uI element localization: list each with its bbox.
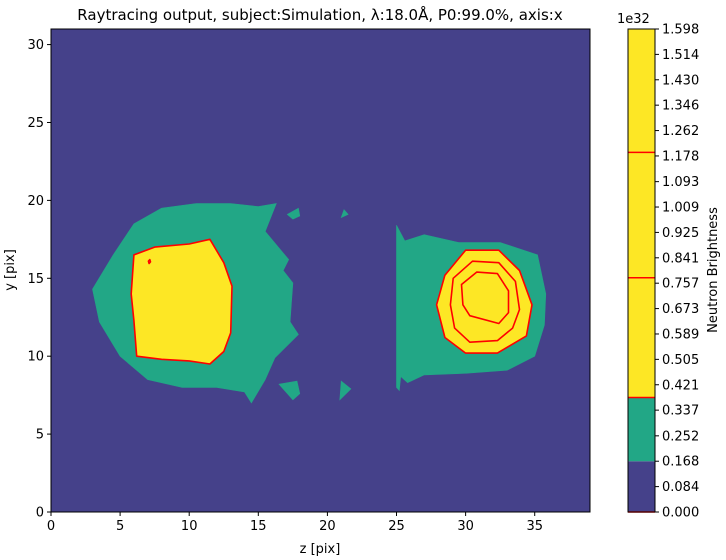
- contour-region-blob-17-8: [278, 380, 301, 401]
- chart-title: Raytracing output, subject:Simulation, λ…: [77, 5, 563, 24]
- y-tick-label: 20: [27, 194, 44, 209]
- contour-region-blob-18-19: [286, 207, 301, 220]
- colorbar-tick-label: 1.093: [662, 175, 699, 190]
- y-tick-label: 30: [27, 38, 44, 53]
- colorbar-tick-label: 1.598: [662, 23, 699, 38]
- y-tick-label: 5: [36, 428, 44, 443]
- contour-region-blob-21-8: [339, 380, 352, 401]
- contour-line-0: [130, 238, 233, 365]
- x-tick-label: 20: [319, 519, 336, 534]
- y-axis: 0 5 10 15 20 25 30: [27, 38, 51, 521]
- x-tick-label: 15: [250, 519, 267, 534]
- colorbar-tick-label: 1.514: [662, 48, 699, 63]
- contour-line-3: [460, 271, 510, 325]
- colorbar-tick-label: 0.589: [662, 327, 699, 342]
- colorbar-band-0: [628, 461, 655, 512]
- colorbar-tick-label: 0.757: [662, 277, 699, 292]
- colorbar-label: Neutron Brightness: [706, 207, 721, 333]
- contour-region-background: [51, 29, 590, 512]
- colorbar-tick-label: 0.925: [662, 226, 699, 241]
- plot-area: [51, 29, 590, 512]
- y-tick-label: 0: [36, 506, 44, 521]
- colorbar-tick-label: 1.009: [662, 201, 699, 216]
- contour-region-left-inner: [130, 238, 233, 365]
- contour-region-blob-21-19: [340, 209, 349, 219]
- colorbar-band-2: [628, 29, 655, 398]
- colorbar-tick-label: 0.673: [662, 302, 699, 317]
- colorbar-tick-label: 1.262: [662, 124, 699, 139]
- colorbar-tick-label: 0.000: [662, 506, 699, 521]
- colorbar-tick-label: 1.178: [662, 149, 699, 164]
- colorbar-tick-label: 1.430: [662, 73, 699, 88]
- x-axis: 0 5 10 15 20 25 30 35: [47, 512, 543, 534]
- colorbar: 0.000 0.084 0.168 0.252 0.337 0.421 0.505 0.589…: [627, 23, 699, 521]
- colorbar-tick-label: 0.841: [662, 251, 699, 266]
- colorbar-tick-label: 0.252: [662, 429, 699, 444]
- y-tick-label: 10: [27, 350, 44, 365]
- y-tick-label: 15: [27, 272, 44, 287]
- x-tick-label: 30: [457, 519, 474, 534]
- x-tick-label: 5: [116, 519, 124, 534]
- contour-line-1: [435, 249, 533, 354]
- colorbar-tick-label: 0.505: [662, 353, 699, 368]
- colorbar-tick-label: 1.346: [662, 99, 699, 114]
- colorbar-exponent-label: 1e32: [617, 12, 650, 27]
- colorbar-frame: [627, 28, 656, 513]
- colorbar-tick-label: 0.421: [662, 378, 699, 393]
- x-tick-label: 25: [388, 519, 405, 534]
- plot-frame: [50, 28, 591, 513]
- x-tick-label: 10: [181, 519, 198, 534]
- colorbar-tick-label: 0.168: [662, 455, 699, 470]
- contour-line-4: [147, 258, 152, 265]
- x-tick-label: 35: [526, 519, 543, 534]
- colorbar-tick-label: 0.337: [662, 404, 699, 419]
- y-tick-label: 25: [27, 116, 44, 131]
- contour-line-2: [449, 260, 521, 344]
- colorbar-band-1: [628, 397, 655, 462]
- y-axis-label: y [pix]: [3, 249, 18, 291]
- x-axis-label: z [pix]: [300, 542, 341, 557]
- colorbar-tick-label: 0.084: [662, 480, 699, 495]
- x-tick-label: 0: [47, 519, 55, 534]
